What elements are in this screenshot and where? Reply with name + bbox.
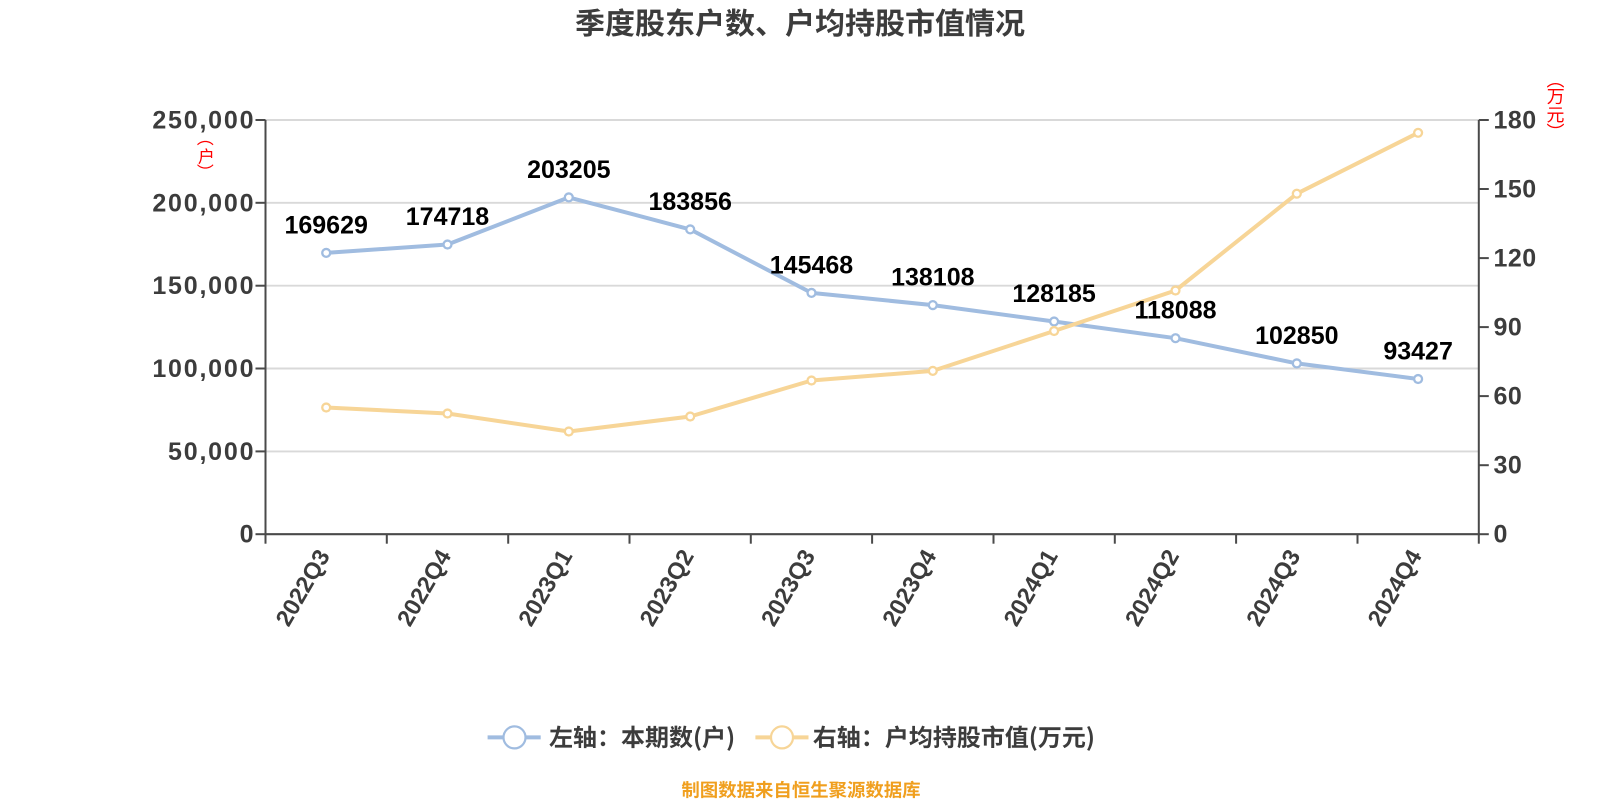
svg-text:138108: 138108 — [891, 264, 975, 292]
svg-text:169629: 169629 — [284, 211, 367, 239]
svg-text:2023Q2: 2023Q2 — [634, 545, 698, 630]
svg-text:150,000: 150,000 — [152, 272, 255, 300]
svg-text:2023Q4: 2023Q4 — [877, 545, 941, 630]
svg-text:2023Q1: 2023Q1 — [513, 545, 577, 630]
svg-text:180: 180 — [1494, 107, 1537, 135]
svg-text:203205: 203205 — [527, 156, 611, 184]
svg-text:250,000: 250,000 — [152, 107, 255, 135]
svg-text:2024Q4: 2024Q4 — [1362, 545, 1426, 630]
svg-text:50,000: 50,000 — [168, 438, 255, 466]
svg-text:2023Q3: 2023Q3 — [756, 545, 820, 630]
svg-text:0: 0 — [240, 521, 256, 549]
svg-text:93427: 93427 — [1383, 338, 1453, 366]
svg-text:183856: 183856 — [648, 188, 731, 216]
svg-text:90: 90 — [1494, 314, 1523, 342]
svg-text:120: 120 — [1494, 245, 1537, 273]
svg-text:145468: 145468 — [770, 251, 854, 279]
svg-text:174718: 174718 — [406, 203, 490, 231]
svg-text:60: 60 — [1494, 383, 1523, 411]
svg-text:128185: 128185 — [1012, 280, 1096, 308]
svg-text:2024Q3: 2024Q3 — [1241, 545, 1305, 630]
svg-text:2024Q1: 2024Q1 — [998, 545, 1062, 630]
svg-text:200,000: 200,000 — [152, 189, 255, 217]
svg-text:2022Q3: 2022Q3 — [270, 545, 334, 630]
svg-text:2024Q2: 2024Q2 — [1120, 545, 1184, 630]
svg-text:100,000: 100,000 — [152, 355, 255, 383]
svg-text:2022Q4: 2022Q4 — [392, 545, 456, 630]
svg-text:102850: 102850 — [1255, 322, 1338, 350]
svg-text:118088: 118088 — [1134, 297, 1216, 325]
svg-text:30: 30 — [1494, 452, 1523, 480]
svg-text:150: 150 — [1494, 176, 1537, 204]
svg-text:0: 0 — [1494, 521, 1508, 549]
